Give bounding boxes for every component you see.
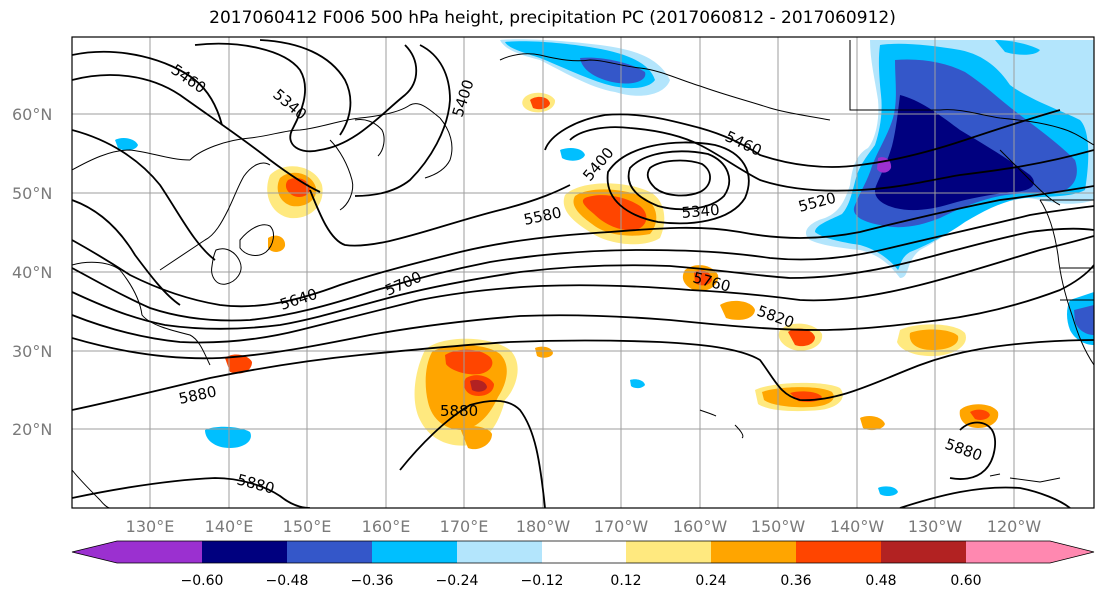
precip-area bbox=[535, 346, 553, 358]
precip-area bbox=[1074, 305, 1094, 335]
lon-label: 170°E bbox=[440, 517, 489, 536]
precip-area bbox=[560, 147, 585, 161]
precip-area bbox=[225, 354, 252, 374]
colorbar-segment bbox=[881, 541, 966, 563]
colorbar-max-extension bbox=[1050, 541, 1094, 563]
lon-label: 180°W bbox=[516, 517, 571, 536]
precip-area bbox=[995, 40, 1040, 55]
precip-area bbox=[205, 426, 251, 448]
colorbar: −0.60 −0.48 −0.36 −0.24 −0.12 0.12 0.24 … bbox=[71, 540, 1095, 589]
colorbar-tick-label: 0.36 bbox=[780, 573, 811, 589]
precip-negative-shading bbox=[115, 39, 1094, 497]
lon-label: 150°E bbox=[283, 517, 332, 536]
lat-label: 20°N bbox=[12, 420, 52, 439]
colorbar-tick-label: 0.48 bbox=[865, 573, 896, 589]
lon-label: 120°W bbox=[987, 517, 1042, 536]
colorbar-segment bbox=[372, 541, 457, 563]
precip-area bbox=[580, 57, 646, 84]
contour-label: 5880 bbox=[440, 402, 478, 420]
longitude-labels: 130°E 140°E 150°E 160°E 170°E 180°W 170°… bbox=[126, 517, 1042, 536]
graticule bbox=[72, 37, 1094, 508]
contour-label: 5340 bbox=[681, 201, 721, 222]
precip-area bbox=[530, 96, 550, 110]
precip-area bbox=[909, 329, 959, 350]
colorbar-segment bbox=[202, 541, 287, 563]
colorbar-min-extension bbox=[72, 541, 117, 563]
colorbar-segment bbox=[626, 541, 711, 563]
lon-label: 140°E bbox=[205, 517, 254, 536]
map-frame bbox=[71, 36, 1095, 509]
precip-area bbox=[874, 95, 1034, 211]
precip-area bbox=[860, 416, 885, 431]
lat-label: 50°N bbox=[12, 184, 52, 203]
latitude-labels: 60°N 50°N 40°N 30°N 20°N bbox=[12, 105, 52, 439]
lon-label: 130°E bbox=[126, 517, 175, 536]
precip-positive-shading bbox=[225, 80, 1071, 450]
colorbar-tick-label: 0.12 bbox=[610, 573, 641, 589]
height-contours bbox=[72, 39, 1094, 508]
precip-area bbox=[788, 328, 815, 347]
colorbar-tick-label: 0.60 bbox=[950, 573, 981, 589]
lat-label: 40°N bbox=[12, 263, 52, 282]
colorbar-segment bbox=[966, 541, 1050, 563]
colorbar-tick-label: −0.48 bbox=[266, 573, 309, 589]
lon-label: 140°W bbox=[830, 517, 885, 536]
precip-area bbox=[268, 235, 286, 252]
precip-area bbox=[878, 486, 898, 497]
precip-area bbox=[720, 300, 755, 320]
lat-label: 30°N bbox=[12, 342, 52, 361]
colorbar-tick-label: 0.24 bbox=[695, 573, 726, 589]
colorbar-segment bbox=[457, 541, 542, 563]
lon-label: 130°W bbox=[908, 517, 963, 536]
precip-area bbox=[460, 426, 492, 450]
colorbar-segment bbox=[796, 541, 881, 563]
lon-label: 160°W bbox=[673, 517, 728, 536]
colorbar-segment bbox=[287, 541, 372, 563]
precip-area bbox=[445, 349, 493, 375]
lon-label: 170°W bbox=[594, 517, 649, 536]
colorbar-segment bbox=[117, 541, 202, 563]
precip-area bbox=[115, 137, 138, 151]
lon-label: 160°E bbox=[362, 517, 411, 536]
chart-title: 2017060412 F006 500 hPa height, precipit… bbox=[209, 8, 896, 28]
lon-label: 150°W bbox=[751, 517, 806, 536]
precip-area bbox=[582, 195, 647, 231]
colorbar-tick-label: −0.24 bbox=[436, 573, 479, 589]
colorbar-tick-label: −0.12 bbox=[521, 573, 564, 589]
lat-label: 60°N bbox=[12, 105, 52, 124]
precip-area bbox=[970, 409, 990, 420]
precip-area bbox=[694, 270, 712, 286]
colorbar-tick-label: −0.36 bbox=[351, 573, 394, 589]
precip-area bbox=[630, 379, 645, 389]
colorbar-tick-label: −0.60 bbox=[181, 573, 224, 589]
colorbar-segment bbox=[711, 541, 796, 563]
colorbar-segment bbox=[542, 541, 626, 563]
coastlines bbox=[72, 40, 1094, 508]
precip-area bbox=[470, 379, 487, 392]
